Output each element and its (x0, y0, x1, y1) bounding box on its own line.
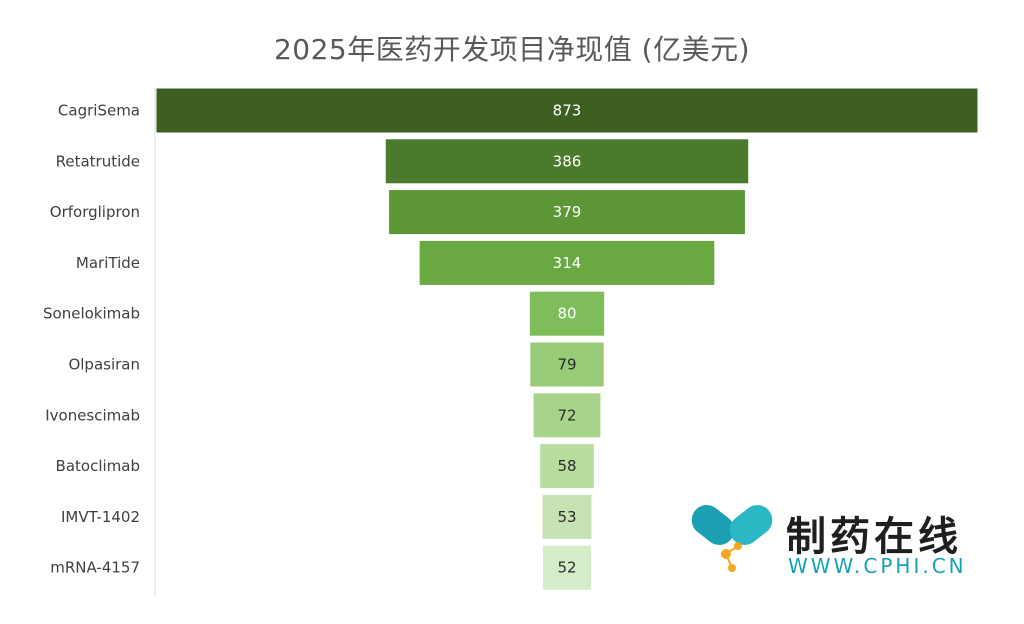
category-tick-label: Retatrutide (56, 152, 140, 170)
category-tick-label: Batoclimab (56, 457, 140, 475)
data-label: 314 (553, 254, 582, 272)
category-tick-label: Sonelokimab (43, 305, 140, 323)
data-label: 52 (557, 559, 576, 577)
data-label: 53 (557, 508, 576, 526)
funnel-bar-sonelokimab (528, 290, 606, 337)
chart-title: 2025年医药开发项目净现值 (亿美元) (273, 33, 750, 66)
funnel-bar-imvt-1402 (541, 493, 593, 540)
category-tick-label: CagriSema (58, 102, 140, 120)
data-label: 72 (557, 406, 576, 424)
data-label: 379 (553, 203, 582, 221)
category-tick-label: Orforglipron (50, 203, 140, 221)
data-label: 80 (557, 305, 576, 323)
funnel-bar-ivonescimab (532, 392, 602, 439)
funnel-bar-orforglipron (388, 189, 746, 236)
data-label: 58 (557, 457, 576, 475)
cphi-logo-icon (691, 505, 773, 572)
funnel-bar-olpasiran (529, 341, 605, 388)
funnel-bar-retatrutide (384, 138, 750, 185)
watermark: 制药在线 WWW.CPHI.CN (682, 502, 1002, 592)
data-label: 386 (553, 152, 582, 170)
watermark-url: WWW.CPHI.CN (788, 554, 967, 578)
category-tick-label: MariTide (76, 254, 140, 272)
funnel-bar-batoclimab (539, 443, 595, 490)
category-tick-label: Ivonescimab (45, 406, 140, 424)
funnel-bar-maritide (418, 239, 716, 286)
funnel-bar-cagrisema (155, 87, 979, 134)
watermark-name: 制药在线 (786, 514, 962, 560)
bars-layer: 873 CagriSema 386 Retatrutide 379 Orforglipro… (43, 87, 979, 596)
data-label: 873 (553, 102, 582, 120)
category-tick-label: Olpasiran (68, 356, 140, 374)
funnel-bar-mrna-4157 (542, 544, 592, 591)
category-tick-label: IMVT-1402 (61, 508, 140, 526)
data-label: 79 (557, 356, 576, 374)
category-tick-label: mRNA-4157 (50, 559, 140, 577)
